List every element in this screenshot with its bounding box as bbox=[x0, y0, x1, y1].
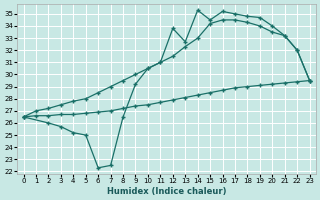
X-axis label: Humidex (Indice chaleur): Humidex (Indice chaleur) bbox=[107, 187, 226, 196]
